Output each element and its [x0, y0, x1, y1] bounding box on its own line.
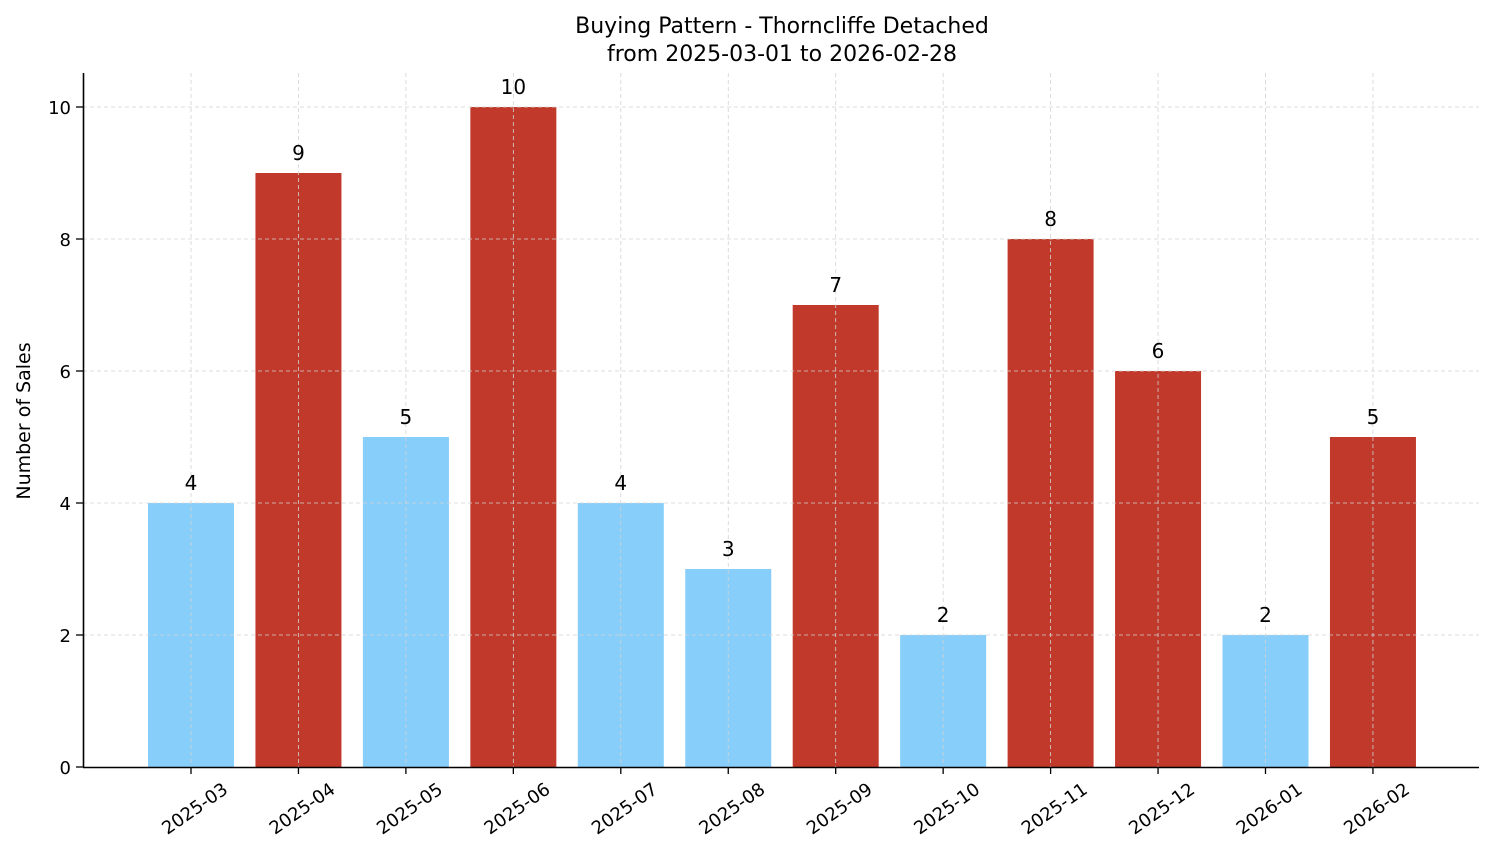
bar-value-label: 3	[722, 537, 735, 561]
x-tick-label: 2025-06	[481, 779, 555, 839]
y-tick-label: 10	[48, 98, 71, 119]
x-tick-label: 2025-11	[1018, 779, 1092, 839]
x-tick-label: 2025-08	[695, 779, 769, 839]
bar-value-label: 5	[1367, 405, 1380, 429]
y-tick-label: 4	[60, 494, 71, 515]
bar-value-label: 8	[1044, 207, 1057, 231]
x-tick-label: 2025-12	[1125, 779, 1199, 839]
x-tick-label: 2025-03	[158, 779, 232, 839]
bar-value-label: 2	[937, 603, 950, 627]
bar-value-label: 10	[501, 75, 526, 99]
x-tick-label: 2026-01	[1233, 779, 1307, 839]
x-tick-label: 2025-07	[588, 779, 662, 839]
bars-group	[148, 107, 1416, 767]
bar-value-label: 4	[614, 471, 627, 495]
x-axis-ticks: 2025-03 2025-04 2025-05 2025-06 2025-07 2025-…	[158, 767, 1414, 839]
bar-value-label: 9	[292, 141, 305, 165]
bar-value-label: 4	[185, 471, 198, 495]
y-axis-label: Number of Sales	[13, 342, 35, 499]
bar-value-label: 2	[1259, 603, 1272, 627]
y-axis-ticks: 0 2 4 6 8 10	[48, 98, 83, 779]
x-tick-label: 2025-05	[373, 779, 447, 839]
bar-value-label: 6	[1152, 339, 1165, 363]
bar-value-label: 7	[829, 273, 842, 297]
y-tick-label: 2	[60, 626, 71, 647]
value-labels: 4 9 5 10 4 3 7 2 8 6 2 5	[185, 75, 1380, 627]
gridlines	[83, 73, 1479, 767]
chart-title: Buying Pattern - Thorncliffe Detached	[575, 14, 989, 39]
x-tick-label: 2025-04	[266, 779, 340, 839]
x-tick-label: 2026-02	[1340, 779, 1414, 839]
y-tick-label: 0	[60, 758, 71, 779]
bar-value-label: 5	[400, 405, 413, 429]
x-tick-label: 2025-09	[803, 779, 877, 839]
x-tick-label: 2025-10	[910, 779, 984, 839]
y-tick-label: 8	[60, 230, 71, 251]
y-tick-label: 6	[60, 362, 71, 383]
chart-subtitle: from 2025-03-01 to 2026-02-28	[607, 42, 957, 67]
